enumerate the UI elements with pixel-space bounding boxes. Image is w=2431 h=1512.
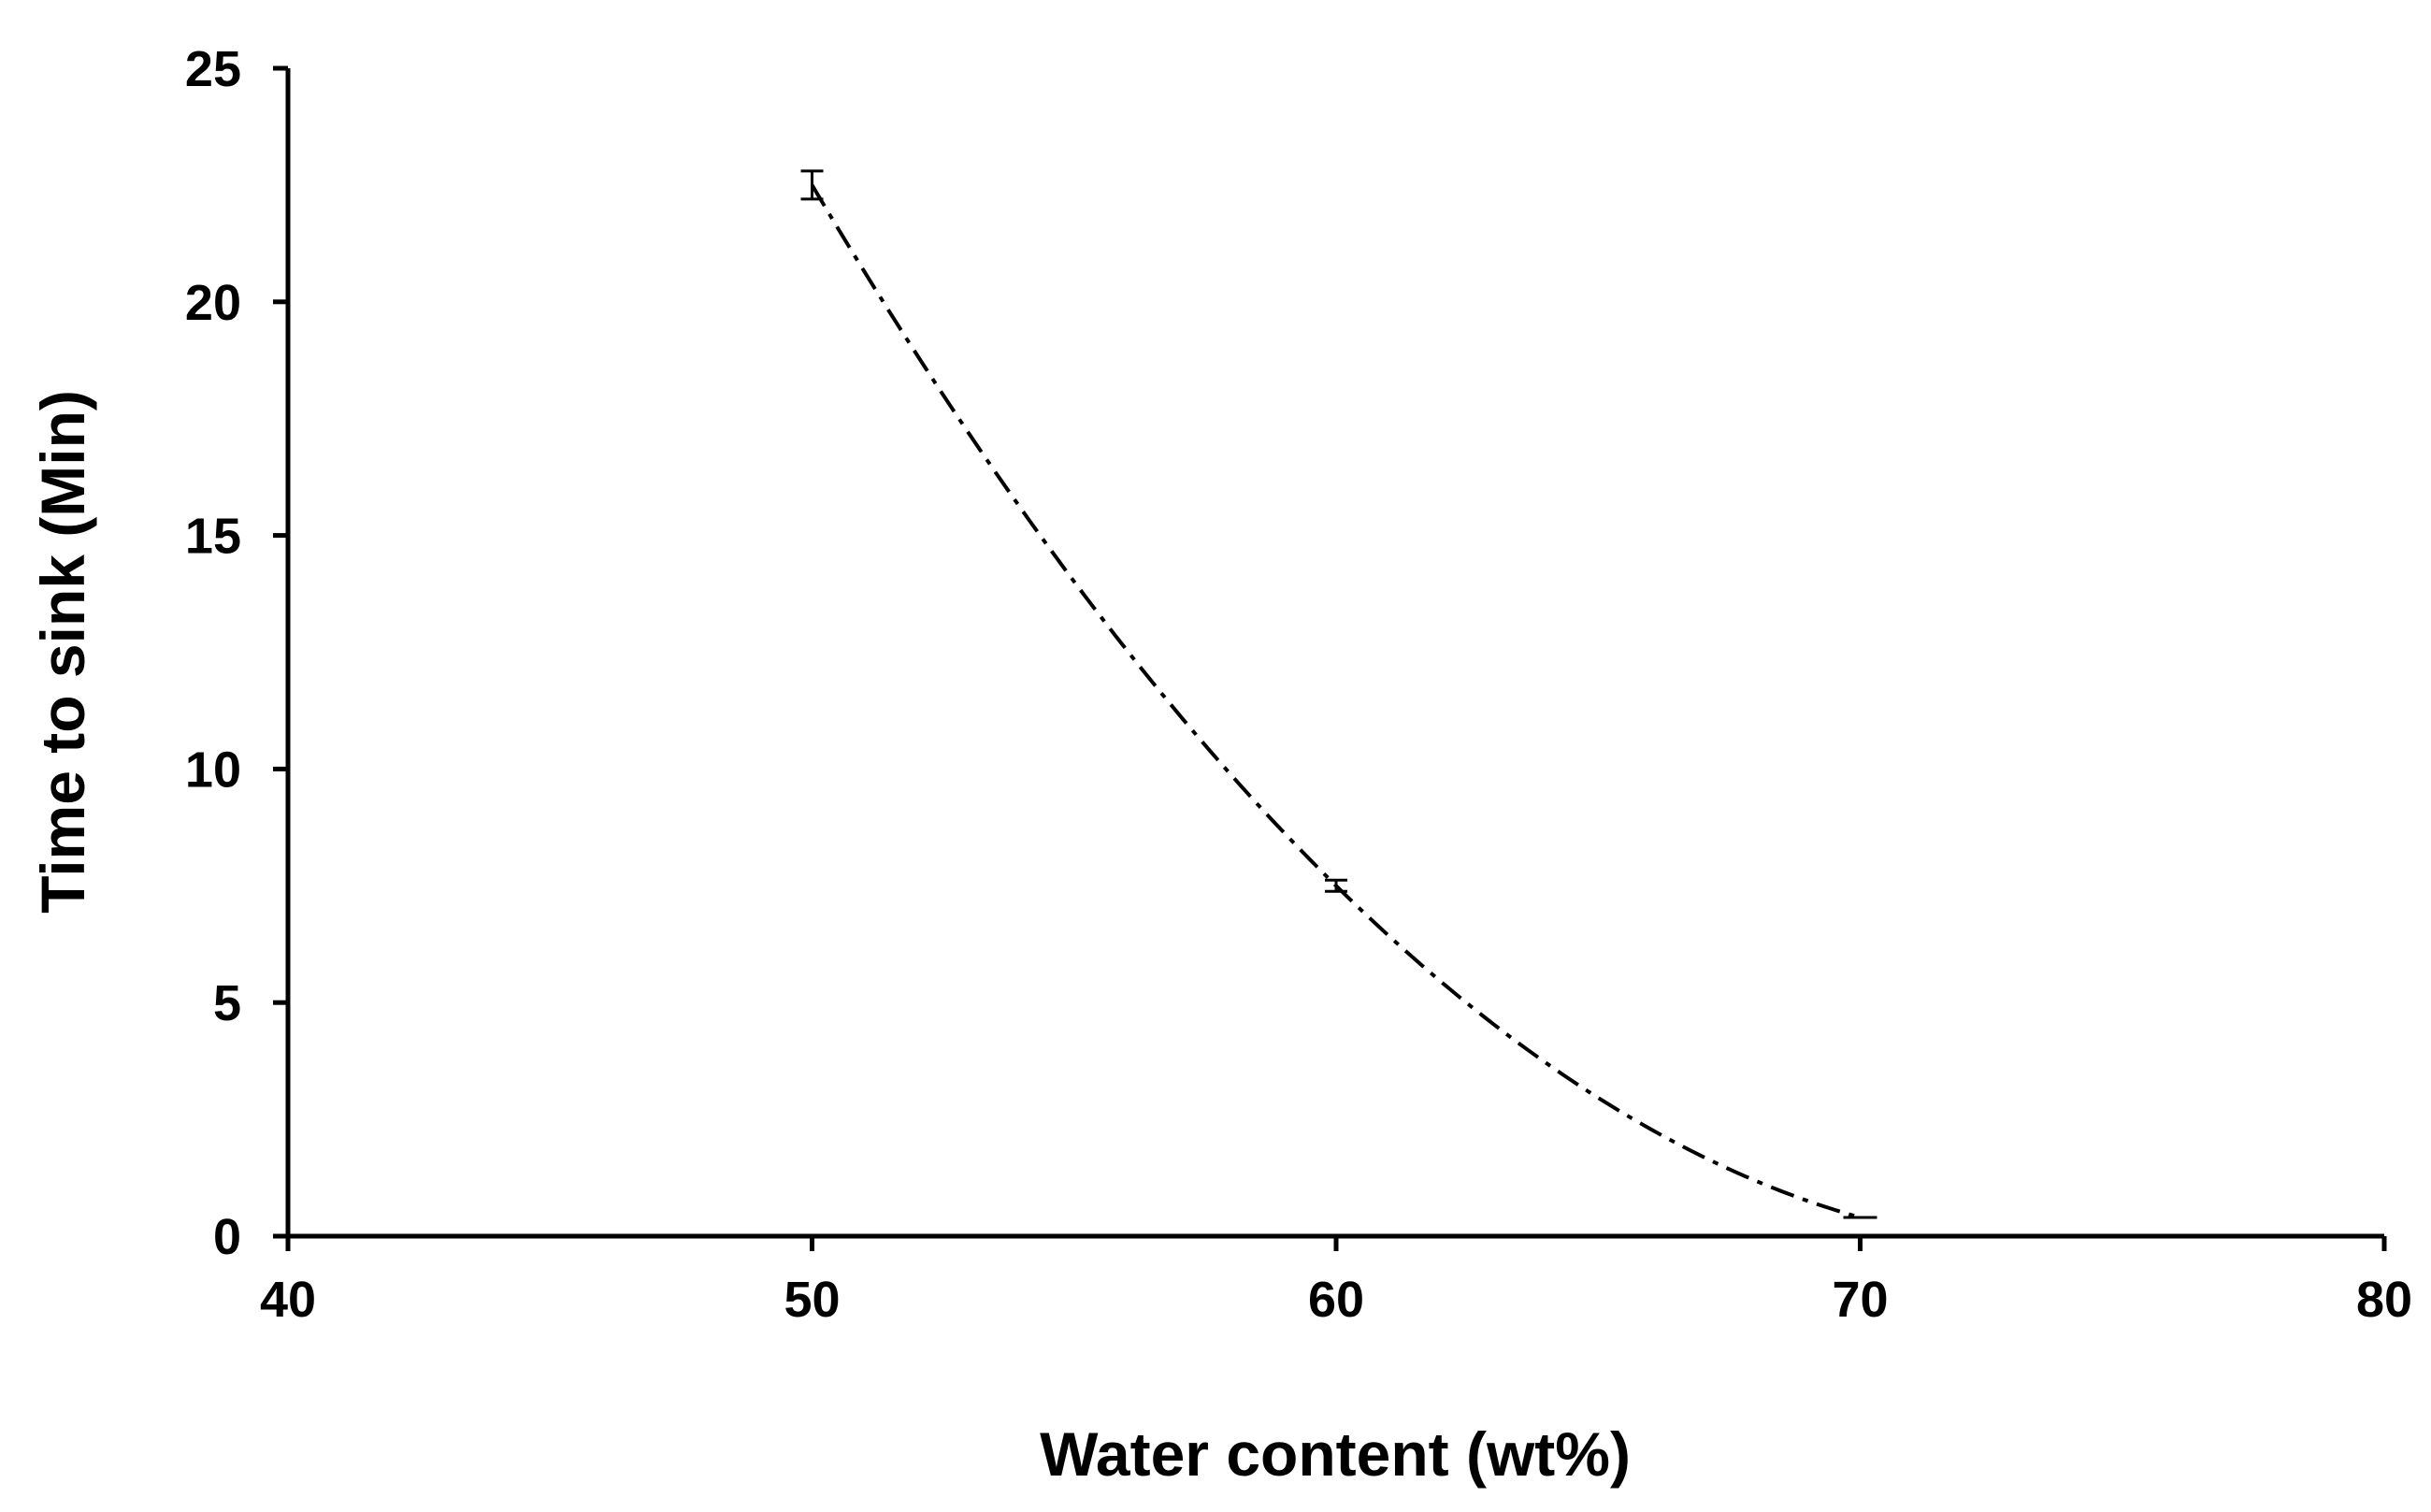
y-tick-label: 20 — [185, 275, 241, 331]
y-ticks: 0 5 10 15 20 25 — [185, 41, 288, 1265]
y-tick-label: 0 — [213, 1209, 241, 1265]
y-tick-label: 15 — [185, 509, 241, 565]
y-axis-title: Time to sink (Min) — [28, 390, 97, 914]
x-axis-title: Water content (wt%) — [1040, 1419, 1631, 1489]
series-line — [810, 183, 1862, 1219]
series-layer — [800, 169, 1877, 1219]
x-tick-label: 40 — [260, 1272, 316, 1328]
axes — [285, 68, 2384, 1239]
x-ticks: 40 50 60 70 80 — [260, 1236, 2412, 1328]
x-tick-label: 50 — [784, 1272, 840, 1328]
x-tick-label: 60 — [1308, 1272, 1364, 1328]
x-tick-label: 80 — [2356, 1272, 2412, 1328]
x-tick-label: 70 — [1832, 1272, 1888, 1328]
y-tick-label: 25 — [185, 41, 241, 97]
y-tick-label: 10 — [185, 742, 241, 798]
y-tick-label: 5 — [213, 975, 241, 1031]
